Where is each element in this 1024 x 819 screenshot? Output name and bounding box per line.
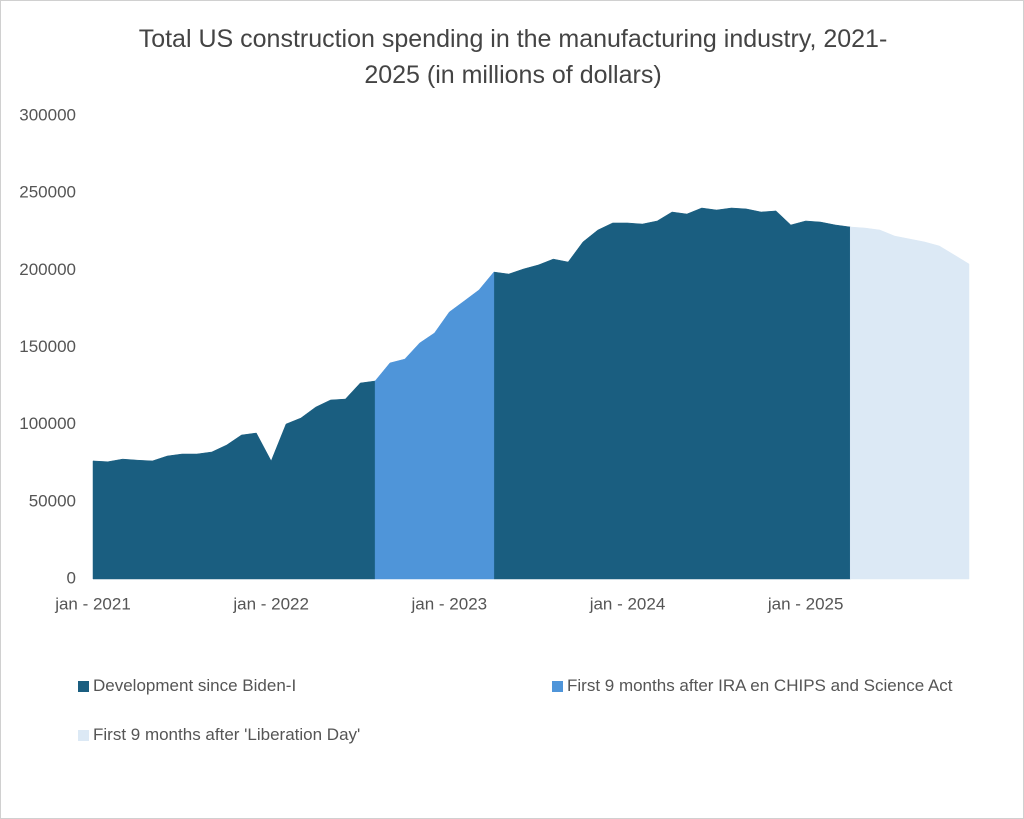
y-tick-label: 300000 — [19, 105, 76, 124]
area — [374, 271, 495, 580]
legend-swatch — [552, 680, 563, 692]
y-tick-label: 100000 — [19, 414, 76, 433]
chart-title: Total US construction spending in the ma… — [138, 25, 888, 89]
legend-label: First 9 months after IRA en CHIPS and Sc… — [567, 676, 953, 695]
y-tick-label: 150000 — [19, 337, 76, 356]
y-tick-label: 50000 — [29, 491, 76, 510]
legend-label: Development since Biden-I — [93, 676, 297, 695]
y-tick-label: 250000 — [19, 183, 76, 202]
legend-item: Development since Biden-I — [78, 676, 296, 696]
x-tick-label: jan - 2025 — [767, 594, 844, 613]
x-tick-label: jan - 2023 — [411, 594, 488, 613]
x-tick-label: jan - 2021 — [54, 594, 131, 613]
area — [92, 207, 851, 580]
legend-swatch — [78, 729, 89, 741]
legend-swatch — [78, 680, 89, 692]
y-tick-label: 0 — [67, 568, 76, 587]
y-tick-label: 200000 — [19, 260, 76, 279]
area — [849, 226, 970, 580]
x-tick-label: jan - 2024 — [589, 594, 666, 613]
legend-item: First 9 months after IRA en CHIPS and Sc… — [552, 676, 953, 696]
x-tick-label: jan - 2022 — [232, 594, 309, 613]
legend-item: First 9 months after 'Liberation Day' — [78, 725, 360, 745]
legend-label: First 9 months after 'Liberation Day' — [93, 725, 361, 744]
